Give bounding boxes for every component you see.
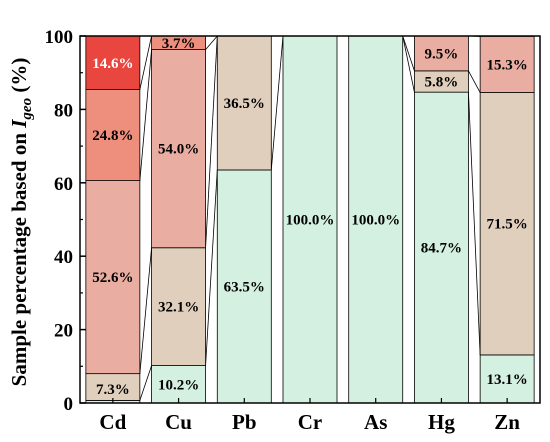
segment-label: 52.6%	[92, 270, 133, 286]
segment-label: 71.5%	[487, 217, 528, 233]
y-axis-label-prefix: Sample percentage based on	[7, 128, 31, 387]
bar-segment	[85, 373, 141, 401]
x-tick-label: Hg	[428, 410, 455, 434]
bar-segment	[348, 35, 404, 404]
segment-label: 13.1%	[487, 372, 528, 388]
x-tick-label: As	[364, 410, 387, 434]
bar-segment	[85, 89, 141, 181]
connector-line	[468, 92, 481, 355]
bar-segment	[85, 180, 141, 375]
y-tick-label: 20	[54, 321, 73, 342]
y-axis: 0 20 40 60 80 100	[45, 27, 86, 415]
connector-line	[205, 35, 218, 50]
y-tick-label: 80	[54, 100, 73, 121]
x-tick-label: Pb	[232, 410, 257, 434]
segment-label: 10.2%	[158, 377, 199, 393]
connector-line	[468, 70, 481, 93]
segment-label: 3.7%	[162, 36, 196, 52]
x-tick-label: Cr	[298, 410, 323, 434]
segment-label: 54.0%	[158, 142, 199, 158]
segment-label: 100.0%	[286, 213, 335, 229]
y-axis-label: Sample percentage based on Igeo (%)	[7, 58, 35, 387]
bar-segment	[151, 247, 206, 366]
x-tick-label: Cu	[165, 410, 192, 434]
segment-label: 7.3%	[96, 382, 130, 398]
segment-label: 15.3%	[487, 57, 528, 73]
y-axis-label-subscript: geo	[19, 98, 35, 121]
segment-label: 63.5%	[224, 279, 265, 295]
y-tick-label: 0	[64, 394, 74, 415]
connector-line	[139, 365, 152, 401]
segment-label: 100.0%	[351, 213, 400, 229]
connector-line	[205, 169, 218, 366]
y-tick-label: 100	[45, 27, 74, 48]
connector-line	[402, 35, 415, 93]
y-tick-label: 40	[54, 247, 73, 268]
bar-segment	[479, 92, 535, 356]
connector-line	[270, 35, 284, 170]
segment-label: 9.5%	[425, 46, 459, 62]
bar-segment	[216, 169, 272, 404]
connector-line	[205, 35, 218, 248]
segment-label: 14.6%	[92, 56, 133, 72]
connector-line	[139, 247, 152, 374]
segment-label: 24.8%	[92, 128, 133, 144]
y-axis-label-suffix: (%)	[7, 58, 31, 98]
bars	[85, 35, 535, 404]
bar-segment	[85, 35, 141, 90]
segment-label: 84.7%	[421, 241, 462, 257]
segment-label: 32.1%	[158, 300, 199, 316]
segment-labels: 7.3% 52.6% 24.8% 14.6% 10.2% 32.1% 54.0% 3.7% 63…	[92, 36, 528, 398]
y-axis-label-italic: I	[7, 119, 31, 129]
x-tick-label: Cd	[99, 410, 126, 434]
bar-segment	[151, 49, 206, 249]
y-tick-label: 60	[54, 174, 73, 195]
connector-line	[139, 35, 152, 90]
bar-segment	[414, 91, 469, 404]
bar-segment	[216, 35, 272, 171]
segment-label: 5.8%	[425, 75, 459, 91]
x-tick-label: Zn	[494, 410, 520, 434]
bar-segment	[282, 35, 338, 404]
connector-line	[139, 49, 152, 181]
x-axis: Cd Cu Pb Cr As Hg Zn	[99, 398, 520, 434]
segment-label: 36.5%	[224, 96, 265, 112]
connector-line	[402, 35, 415, 71]
